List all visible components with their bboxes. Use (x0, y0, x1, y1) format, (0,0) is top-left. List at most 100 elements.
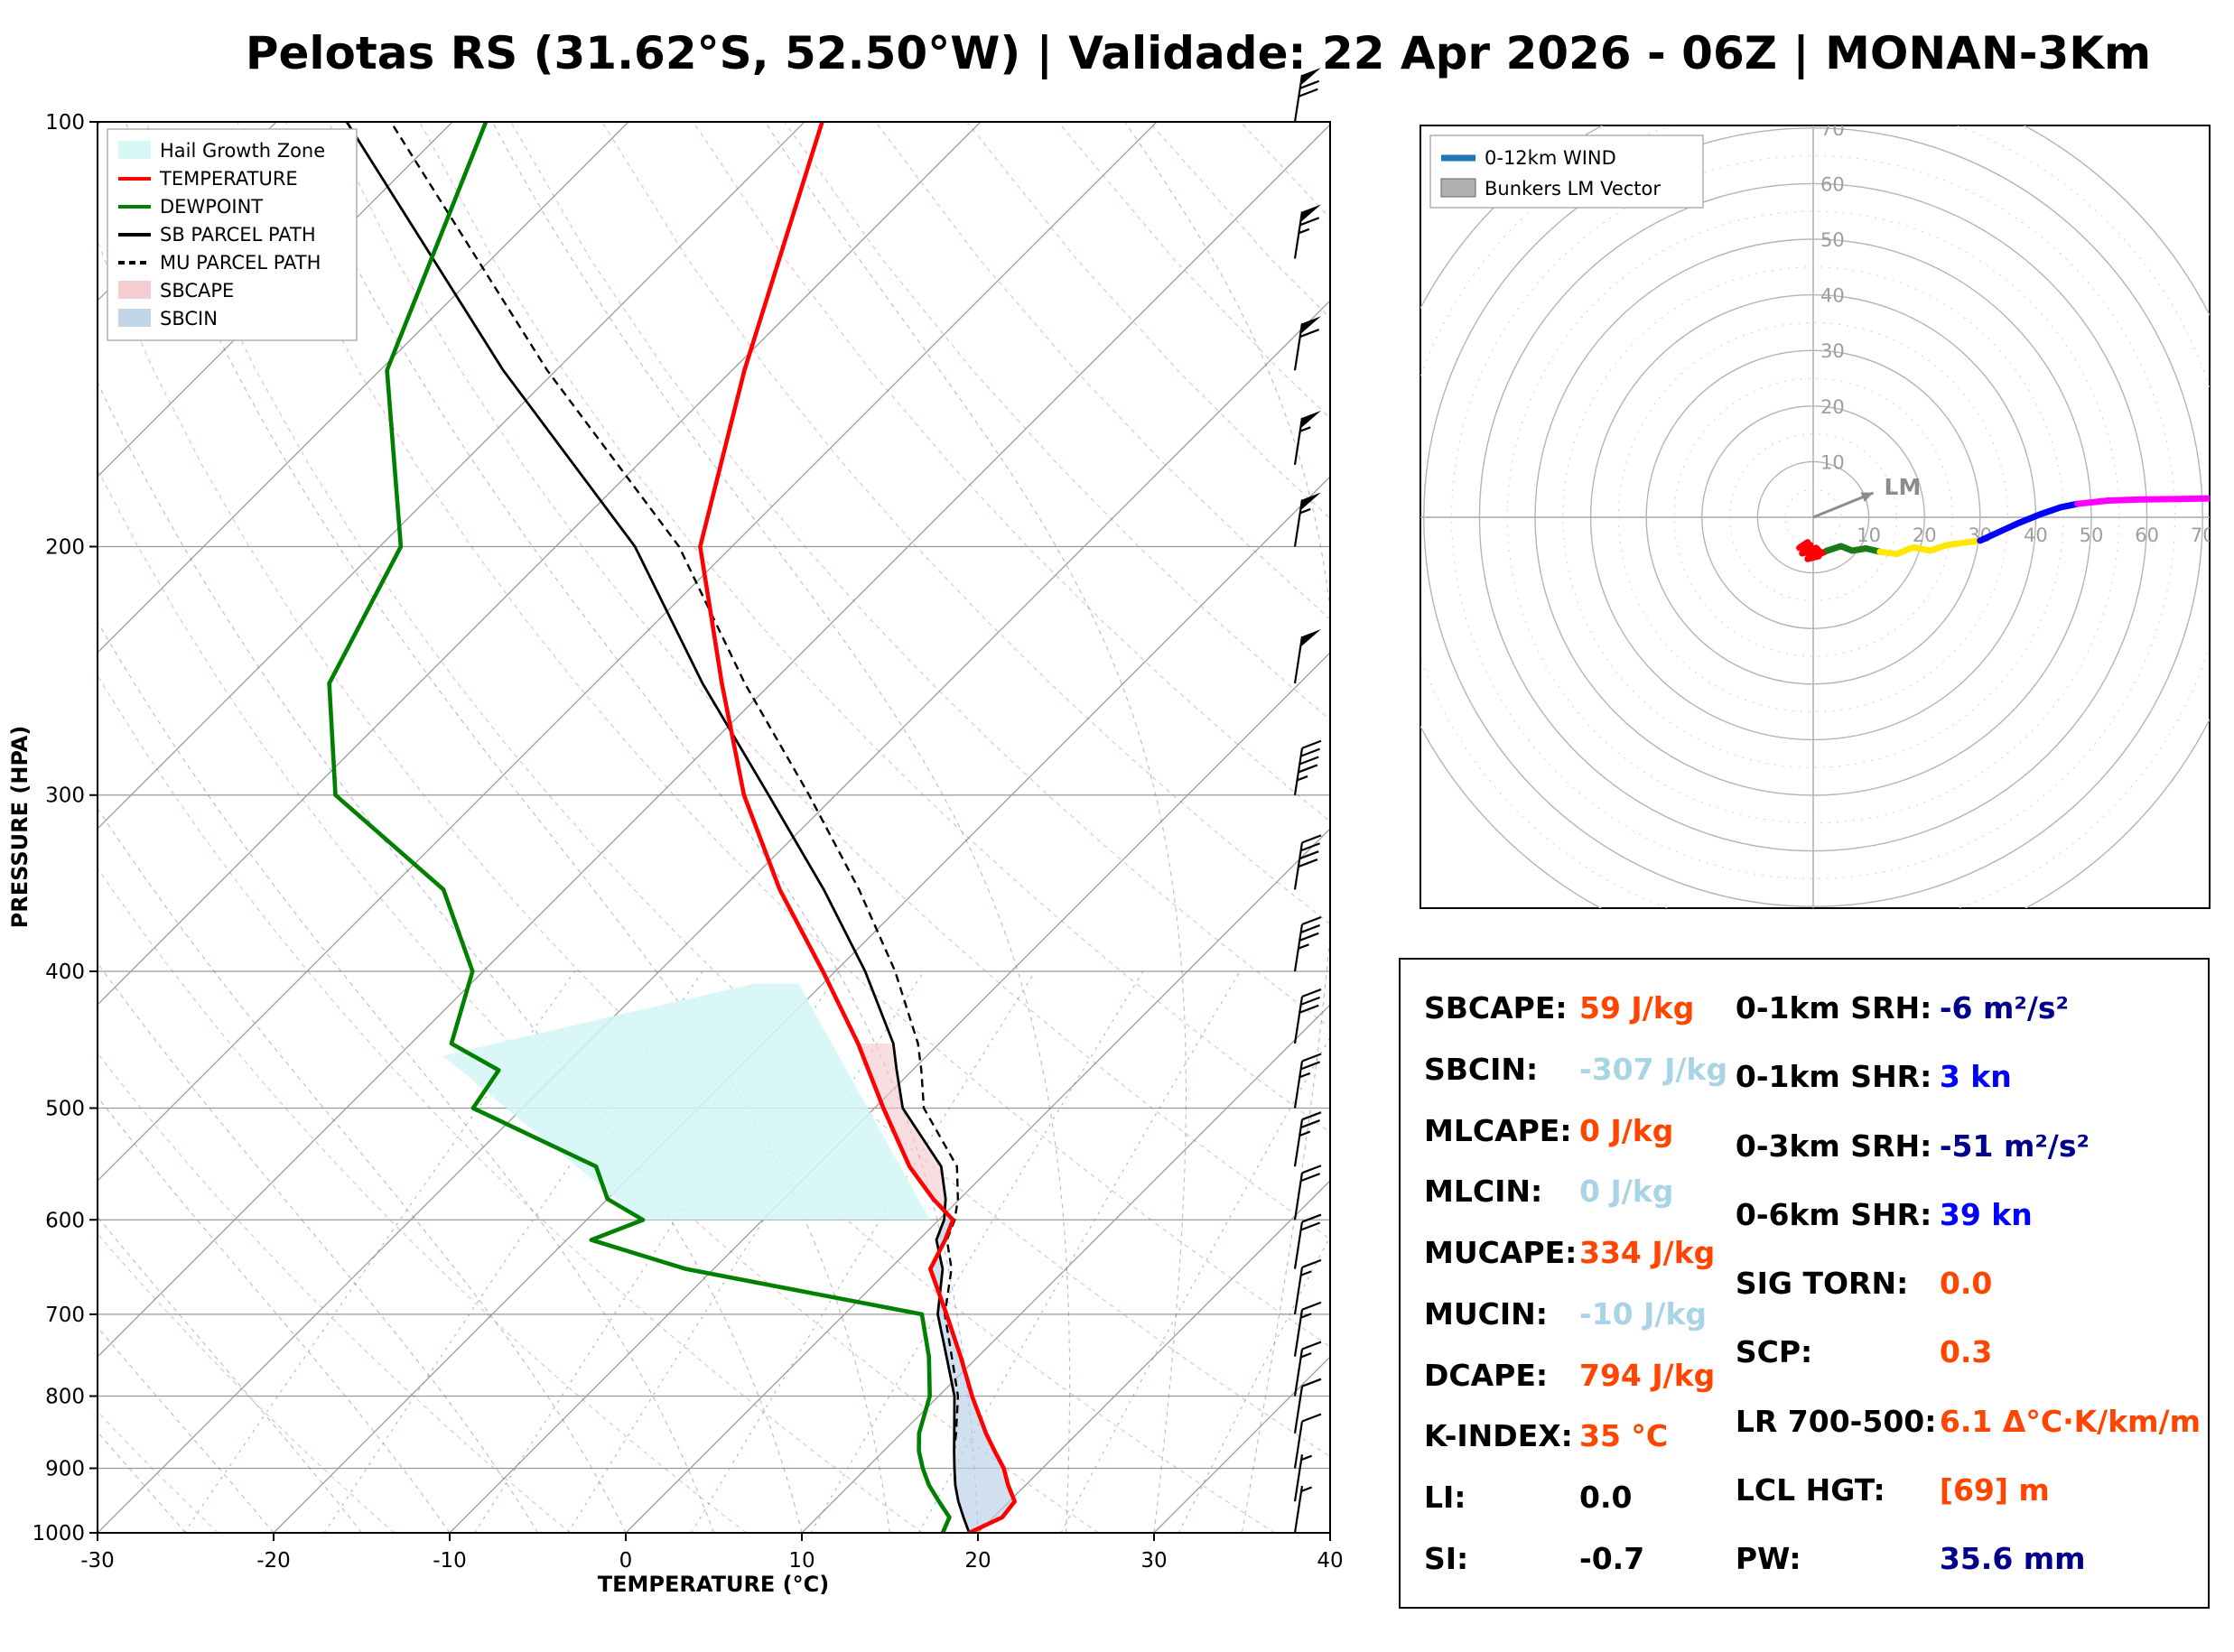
temperature-curve (698, 122, 1017, 1533)
stat-row: MUCIN: -10 J/kg (1424, 1296, 1736, 1332)
dewpoint-curve (327, 122, 952, 1533)
hodograph-trace-segment (1876, 537, 1984, 558)
lm-label: LM (1885, 474, 1922, 500)
wind-barb (1293, 68, 1321, 123)
stat-label: SIG TORN: (1735, 1266, 1909, 1301)
svg-text:0-12km WIND: 0-12km WIND (1485, 147, 1616, 169)
svg-text:TEMPERATURE: TEMPERATURE (159, 168, 298, 190)
y-axis-label: PRESSURE (HPA) (7, 726, 33, 929)
stat-value: 334 J/kg (1579, 1235, 1716, 1271)
svg-text:-30: -30 (80, 1549, 115, 1573)
svg-text:800: 800 (45, 1386, 85, 1409)
page-title: Pelotas RS (31.62°S, 52.50°W) | Validade… (245, 27, 2152, 79)
stat-value: 794 J/kg (1579, 1357, 1716, 1393)
stat-row: SIG TORN: 0.0 (1736, 1266, 2201, 1301)
sb-parcel-path (345, 122, 971, 1533)
stat-row: K-INDEX: 35 °C (1424, 1418, 1736, 1453)
wind-barb (1293, 1053, 1322, 1109)
stat-row: SBCAPE: 59 J/kg (1424, 990, 1736, 1026)
stat-value: 0 J/kg (1579, 1174, 1674, 1210)
svg-text:20: 20 (964, 1549, 991, 1573)
hodograph-trace-segment (1823, 543, 1884, 555)
wind-barb (1293, 316, 1321, 371)
svg-text:700: 700 (45, 1304, 85, 1327)
x-axis-label: TEMPERATURE (°C) (598, 1572, 829, 1597)
svg-text:300: 300 (45, 784, 85, 808)
stat-label: MLCAPE: (1424, 1112, 1572, 1148)
wind-barbs (1293, 68, 1322, 1534)
wind-barb (1293, 1413, 1322, 1469)
svg-text:40: 40 (1820, 285, 1845, 307)
hodograph-trace-segment (2074, 495, 2210, 507)
stat-value: 59 J/kg (1579, 990, 1695, 1026)
stat-label: LCL HGT: (1735, 1471, 1885, 1508)
stat-value: 3 kn (1939, 1059, 2012, 1095)
skewt-legend: Hail Growth Zone TEMPERATURE DEWPOINT SB PA… (107, 128, 358, 341)
stat-label: 0-3km SRH: (1735, 1128, 1932, 1164)
svg-text:20: 20 (1820, 396, 1845, 418)
stat-row: PW: 35.6 mm (1736, 1541, 2201, 1576)
wind-barb (1293, 1485, 1313, 1534)
stat-label: SBCAPE: (1424, 990, 1568, 1026)
stat-value: 0.3 (1939, 1334, 1993, 1370)
svg-text:60: 60 (1820, 173, 1845, 195)
stat-value: 35 °C (1579, 1418, 1669, 1454)
svg-text:50: 50 (2080, 524, 2104, 546)
svg-text:10: 10 (788, 1549, 814, 1573)
wind-barb (1293, 1378, 1322, 1434)
svg-text:-20: -20 (256, 1549, 291, 1573)
sbcin-area (930, 1220, 1015, 1533)
stat-label: DCAPE: (1424, 1357, 1549, 1393)
svg-text:SBCIN: SBCIN (160, 308, 218, 329)
svg-text:70: 70 (2191, 524, 2215, 546)
stats-panel: SBCAPE: 59 J/kg SBCIN: -307 J/kg MLCAPE: 0 J/… (1399, 958, 2210, 1609)
hail-growth-zone (442, 983, 930, 1220)
svg-text:-10: -10 (433, 1549, 467, 1573)
stat-label: LI: (1424, 1480, 1466, 1516)
stats-left-column: SBCAPE: 59 J/kg SBCIN: -307 J/kg MLCAPE: 0 J/… (1424, 990, 1736, 1576)
stat-value: -51 m²/s² (1939, 1128, 2090, 1164)
stat-label: MUCAPE: (1424, 1235, 1578, 1271)
wind-barb (1293, 1301, 1322, 1357)
stat-value: -6 m²/s² (1939, 990, 2069, 1026)
wind-barb (1293, 988, 1322, 1044)
sbcape-area (858, 1044, 954, 1220)
stat-value: 0 J/kg (1579, 1112, 1674, 1148)
wind-barb (1293, 410, 1321, 466)
svg-text:50: 50 (1820, 229, 1845, 251)
wind-barb (1293, 1454, 1313, 1502)
stat-value: -307 J/kg (1579, 1051, 1727, 1087)
skewt-border (97, 121, 1331, 1534)
stat-value: 0.0 (1579, 1480, 1633, 1516)
stat-label: 0-1km SRH: (1735, 990, 1932, 1026)
stat-row: LCL HGT: [69] m (1736, 1472, 2201, 1508)
stat-value: -0.7 (1579, 1540, 1645, 1576)
svg-text:Hail Growth Zone: Hail Growth Zone (160, 140, 325, 162)
wind-barb (1293, 628, 1321, 684)
stat-value: -10 J/kg (1579, 1295, 1708, 1332)
wind-barb (1293, 1341, 1322, 1397)
svg-text:60: 60 (2135, 524, 2159, 546)
wind-barb (1293, 915, 1322, 972)
stat-row: 0-6km SHR: 39 kn (1736, 1197, 2201, 1232)
wind-barb (1293, 739, 1322, 795)
svg-text:30: 30 (1820, 340, 1845, 362)
stat-row: LR 700-500: 6.1 Δ°C·K/km/m (1736, 1404, 2201, 1439)
wind-barb (1293, 204, 1321, 259)
stat-row: 0-1km SRH: -6 m²/s² (1736, 990, 2201, 1026)
stat-label: SBCIN: (1424, 1051, 1539, 1087)
stat-row: SCP: 0.3 (1736, 1334, 2201, 1369)
wind-barb (1293, 1258, 1322, 1315)
svg-text:100: 100 (45, 111, 85, 135)
svg-text:10: 10 (1820, 451, 1845, 473)
hodograph-trace-segment (1796, 539, 1830, 562)
stat-value: [69] m (1939, 1471, 2050, 1508)
svg-text:10: 10 (1857, 524, 1881, 546)
stat-label: SCP: (1735, 1334, 1813, 1370)
svg-text:900: 900 (45, 1457, 85, 1480)
svg-text:SB PARCEL PATH: SB PARCEL PATH (160, 224, 316, 246)
